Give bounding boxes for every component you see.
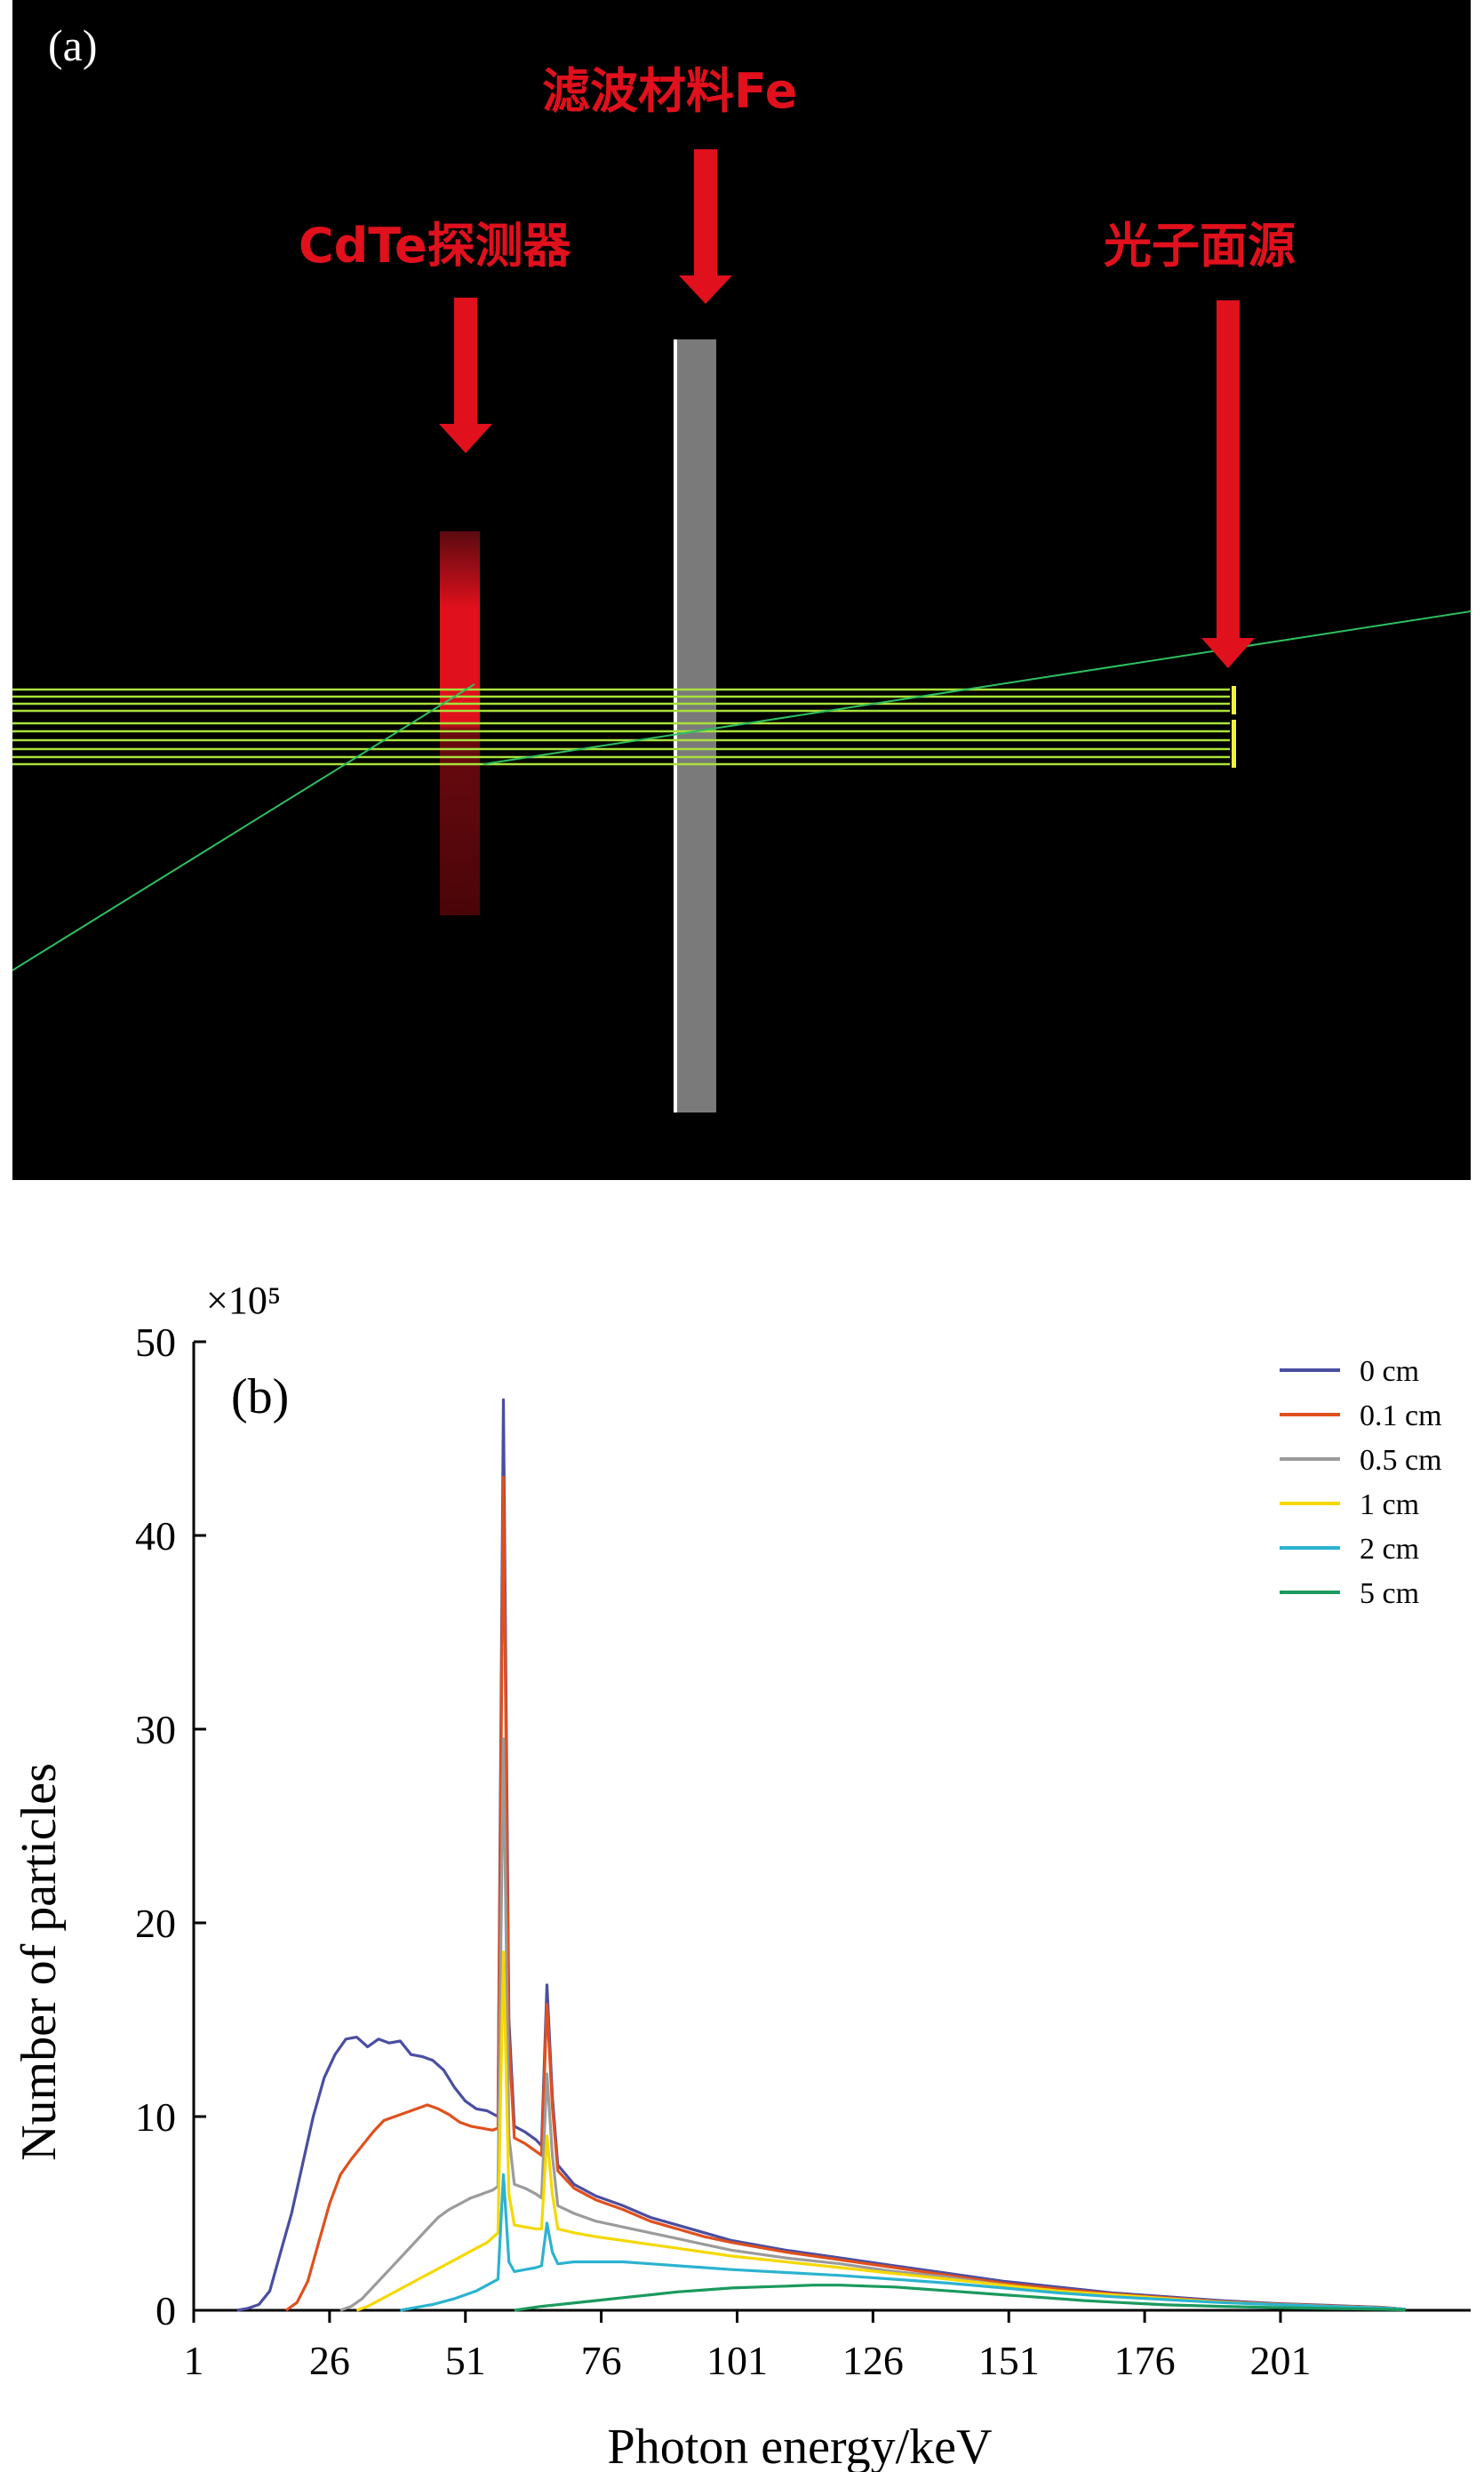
geometry-drawing (12, 149, 1471, 1112)
fe-filter-edge (674, 339, 677, 1112)
fe-filter-slab (674, 339, 716, 1112)
legend-entry: 2 cm (1360, 1533, 1419, 1566)
chart-axes (192, 1342, 1471, 2312)
callout-arrows (439, 149, 1255, 668)
legend-entry: 0.1 cm (1360, 1399, 1442, 1432)
y-tick-label: 30 (135, 1707, 176, 1752)
y-tick-label: 10 (135, 2094, 176, 2140)
x-tick-label: 126 (842, 2338, 904, 2383)
x-tick-label: 26 (309, 2338, 350, 2383)
chart-series (236, 1398, 1406, 2312)
panel-b-label: (b) (231, 1369, 289, 1424)
series-line-1 (285, 1476, 1406, 2312)
series-line-0 (236, 1398, 1406, 2312)
x-tick-label: 101 (706, 2338, 768, 2383)
series-line-4 (400, 2173, 1406, 2312)
series-line-3 (355, 1950, 1406, 2312)
x-tick-label: 76 (581, 2338, 622, 2383)
legend-entry: 1 cm (1360, 1488, 1419, 1521)
y-multiplier: ×10⁵ (206, 1279, 281, 1322)
filter-material-callout: 滤波材料Fe (542, 63, 798, 119)
photon-beam-lines (12, 688, 1230, 766)
y-tick-label: 40 (135, 1513, 176, 1559)
y-tick-label: 50 (135, 1320, 176, 1365)
x-tick-label: 51 (445, 2338, 486, 2383)
y-tick-label: 20 (135, 1901, 176, 1946)
y-axis-label: Number of particles (12, 1763, 67, 2161)
legend-entry: 0.5 cm (1360, 1444, 1442, 1477)
legend-entry: 0 cm (1360, 1355, 1419, 1388)
detector-callout: CdTe探测器 (299, 218, 571, 274)
x-tick-label: 1 (184, 2338, 204, 2383)
scattered-tracks (12, 610, 1471, 971)
x-tick-label: 176 (1114, 2338, 1176, 2383)
x-axis-label: Photon energy/keV (608, 2420, 993, 2472)
panel-a-label: (a) (48, 20, 98, 70)
x-tick-label: 201 (1249, 2338, 1311, 2383)
y-tick-label: 0 (156, 2288, 176, 2333)
photon-source-callout: 光子面源 (1104, 218, 1296, 274)
source-plane-markers (1232, 686, 1236, 768)
simulation-geometry-panel: (a) 滤波材料Fe CdTe探测器 光子面源 (12, 0, 1471, 1180)
series-line-5 (514, 2284, 1406, 2312)
legend-entry: 5 cm (1360, 1577, 1419, 1610)
chart-legend: 0 cm 0.1 cm 0.5 cm 1 cm 2 cm 5 cm (1280, 1355, 1442, 1610)
x-tick-label: 151 (978, 2338, 1040, 2383)
